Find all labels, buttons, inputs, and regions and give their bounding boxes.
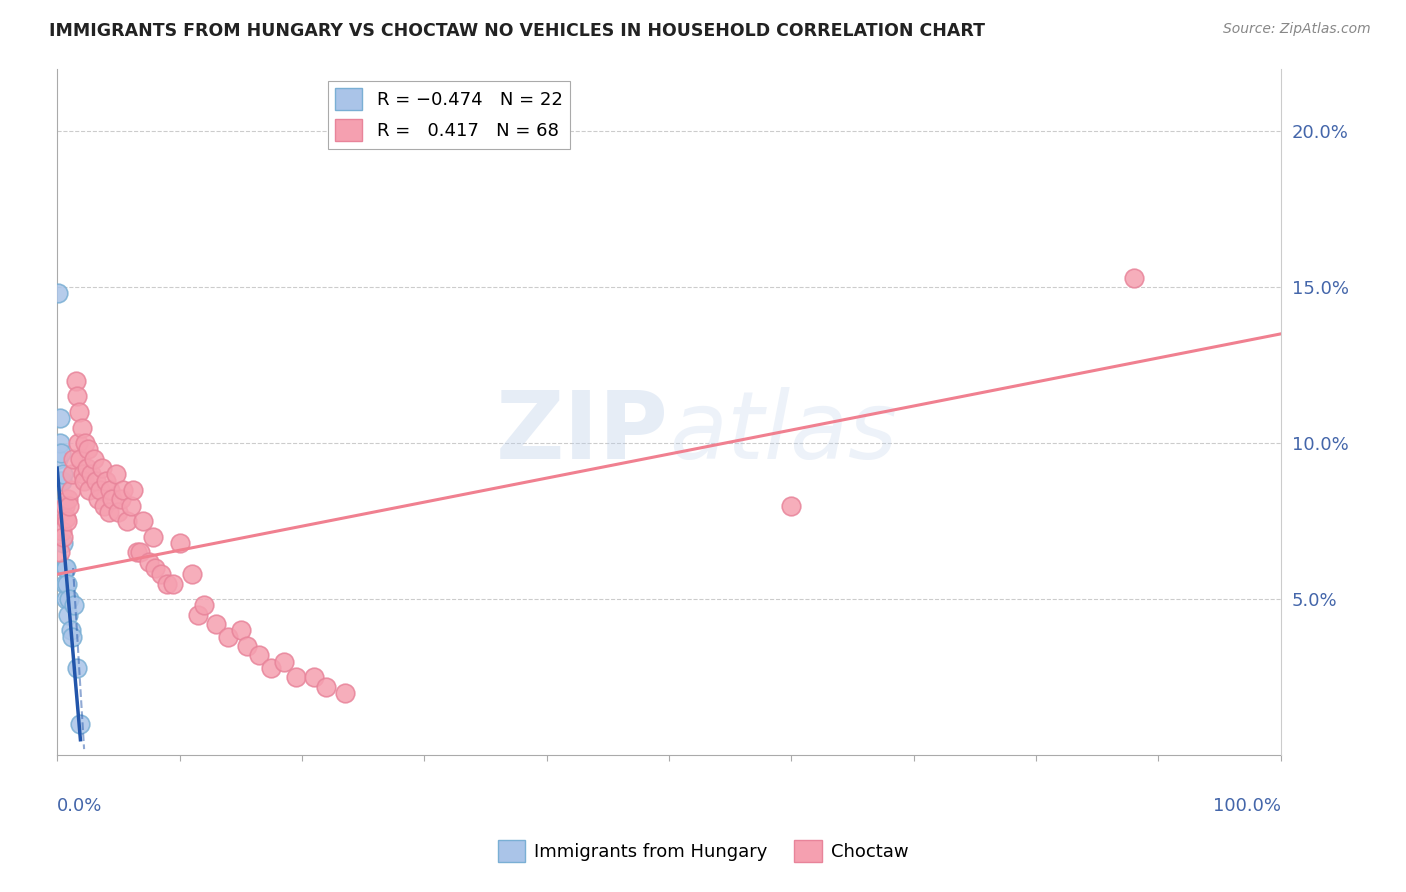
Point [76, 461, 98, 475]
Legend: R = −0.474   N = 22, R =   0.417   N = 68: R = −0.474 N = 22, R = 0.417 N = 68 [328, 81, 569, 148]
Point [169, 536, 191, 550]
Point [86, 474, 108, 488]
Point [52, 467, 75, 482]
Point [60, 467, 83, 482]
Point [1122, 270, 1144, 285]
Text: 0.0%: 0.0% [58, 797, 103, 814]
Point [55, 511, 77, 525]
Point [156, 576, 179, 591]
Point [83, 451, 105, 466]
Point [112, 483, 135, 497]
Point [48, 436, 70, 450]
Point [94, 474, 117, 488]
Point [49, 474, 72, 488]
Point [51, 499, 73, 513]
Point [229, 624, 252, 638]
Point [58, 499, 80, 513]
Point [98, 483, 121, 497]
Point [110, 492, 132, 507]
Point [80, 467, 103, 482]
Point [180, 567, 202, 582]
Point [53, 576, 76, 591]
Point [66, 661, 89, 675]
Point [333, 686, 356, 700]
Point [58, 492, 80, 507]
Point [53, 561, 76, 575]
Text: ZIP: ZIP [496, 386, 669, 478]
Point [49, 445, 72, 459]
Point [48, 411, 70, 425]
Point [115, 514, 138, 528]
Point [193, 599, 215, 613]
Point [97, 505, 120, 519]
Point [780, 499, 803, 513]
Point [55, 592, 77, 607]
Point [260, 661, 283, 675]
Point [56, 576, 79, 591]
Point [107, 505, 129, 519]
Point [72, 467, 94, 482]
Point [48, 451, 70, 466]
Legend: Immigrants from Hungary, Choctaw: Immigrants from Hungary, Choctaw [491, 833, 915, 870]
Point [69, 717, 91, 731]
Point [48, 545, 70, 559]
Point [273, 655, 295, 669]
Point [58, 592, 80, 607]
Point [48, 286, 70, 301]
Point [52, 530, 75, 544]
Point [66, 436, 89, 450]
Point [70, 420, 93, 434]
Point [66, 389, 89, 403]
Point [65, 374, 87, 388]
Point [75, 436, 97, 450]
Point [315, 680, 337, 694]
Point [162, 576, 184, 591]
Point [89, 483, 111, 497]
Point [132, 514, 155, 528]
Point [236, 639, 259, 653]
Point [91, 461, 114, 475]
Point [73, 474, 96, 488]
Point [302, 670, 325, 684]
Point [55, 561, 77, 575]
Point [187, 607, 209, 622]
Point [58, 607, 80, 622]
Point [52, 536, 75, 550]
Text: Source: ZipAtlas.com: Source: ZipAtlas.com [1223, 22, 1371, 37]
Point [138, 555, 160, 569]
Point [67, 405, 90, 419]
Point [49, 505, 72, 519]
Point [60, 630, 83, 644]
Point [120, 499, 142, 513]
Point [142, 530, 165, 544]
Point [122, 483, 145, 497]
Point [63, 599, 86, 613]
Point [247, 648, 270, 663]
Point [93, 499, 115, 513]
Text: atlas: atlas [669, 387, 897, 478]
Point [125, 545, 148, 559]
Point [284, 670, 307, 684]
Point [104, 467, 127, 482]
Point [69, 451, 91, 466]
Point [62, 451, 84, 466]
Point [76, 442, 98, 457]
Point [205, 617, 228, 632]
Text: IMMIGRANTS FROM HUNGARY VS CHOCTAW NO VEHICLES IN HOUSEHOLD CORRELATION CHART: IMMIGRANTS FROM HUNGARY VS CHOCTAW NO VE… [49, 22, 986, 40]
Point [150, 567, 173, 582]
Text: 100.0%: 100.0% [1213, 797, 1281, 814]
Point [129, 545, 152, 559]
Point [56, 514, 79, 528]
Point [59, 624, 82, 638]
Point [51, 474, 73, 488]
Point [217, 630, 239, 644]
Point [86, 492, 108, 507]
Point [51, 524, 73, 538]
Point [77, 483, 100, 497]
Point [53, 499, 76, 513]
Point [143, 561, 166, 575]
Point [101, 492, 124, 507]
Point [59, 483, 82, 497]
